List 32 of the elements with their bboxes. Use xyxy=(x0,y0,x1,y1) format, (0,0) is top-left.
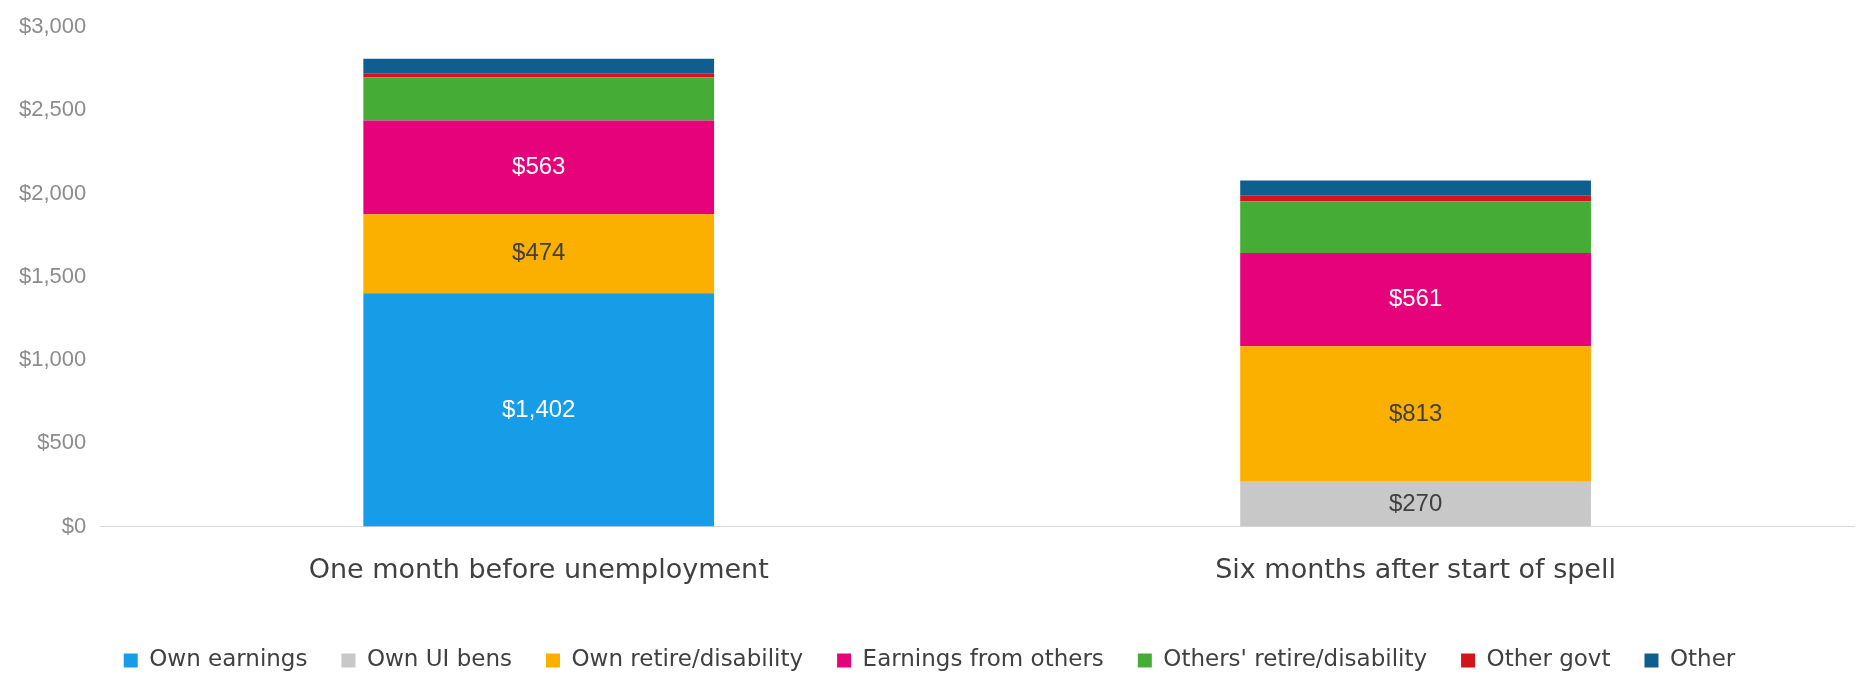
data-label: $474 xyxy=(512,238,566,266)
legend-label: Other govt xyxy=(1486,645,1611,672)
y-tick-label: $500 xyxy=(37,429,87,455)
y-tick-label: $1,000 xyxy=(18,346,87,372)
legend-label: Earnings from others xyxy=(862,645,1104,672)
x-tick-label: Six months after start of spell xyxy=(1215,552,1616,584)
bar xyxy=(1240,252,1591,347)
bar xyxy=(1240,201,1591,253)
legend-label: Others' retire/disability xyxy=(1163,645,1428,672)
y-tick-label: $3,000 xyxy=(18,13,87,39)
bar xyxy=(363,214,715,294)
legend-label: Own retire/disability xyxy=(571,645,804,672)
data-label: $270 xyxy=(1388,488,1443,516)
legend-label: Other xyxy=(1669,645,1736,672)
bar xyxy=(363,293,715,527)
y-tick-label: $0 xyxy=(61,512,87,538)
x-tick-label: One month before unemployment xyxy=(308,552,769,584)
legend-label: Own UI bens xyxy=(366,645,512,672)
data-label: $563 xyxy=(512,152,566,180)
legend-label: Own earnings xyxy=(149,645,308,672)
bar xyxy=(1240,346,1591,482)
y-tick-label: $1,500 xyxy=(18,262,87,288)
data-label: $561 xyxy=(1388,284,1443,312)
bar xyxy=(1240,481,1591,527)
data-label: $1,402 xyxy=(502,394,576,422)
bar xyxy=(363,58,715,74)
bar xyxy=(1240,180,1591,196)
y-tick-label: $2,500 xyxy=(18,96,87,122)
bar xyxy=(363,120,715,215)
data-label: $813 xyxy=(1388,398,1443,426)
y-tick-label: $2,000 xyxy=(18,179,87,205)
bar xyxy=(363,77,715,121)
